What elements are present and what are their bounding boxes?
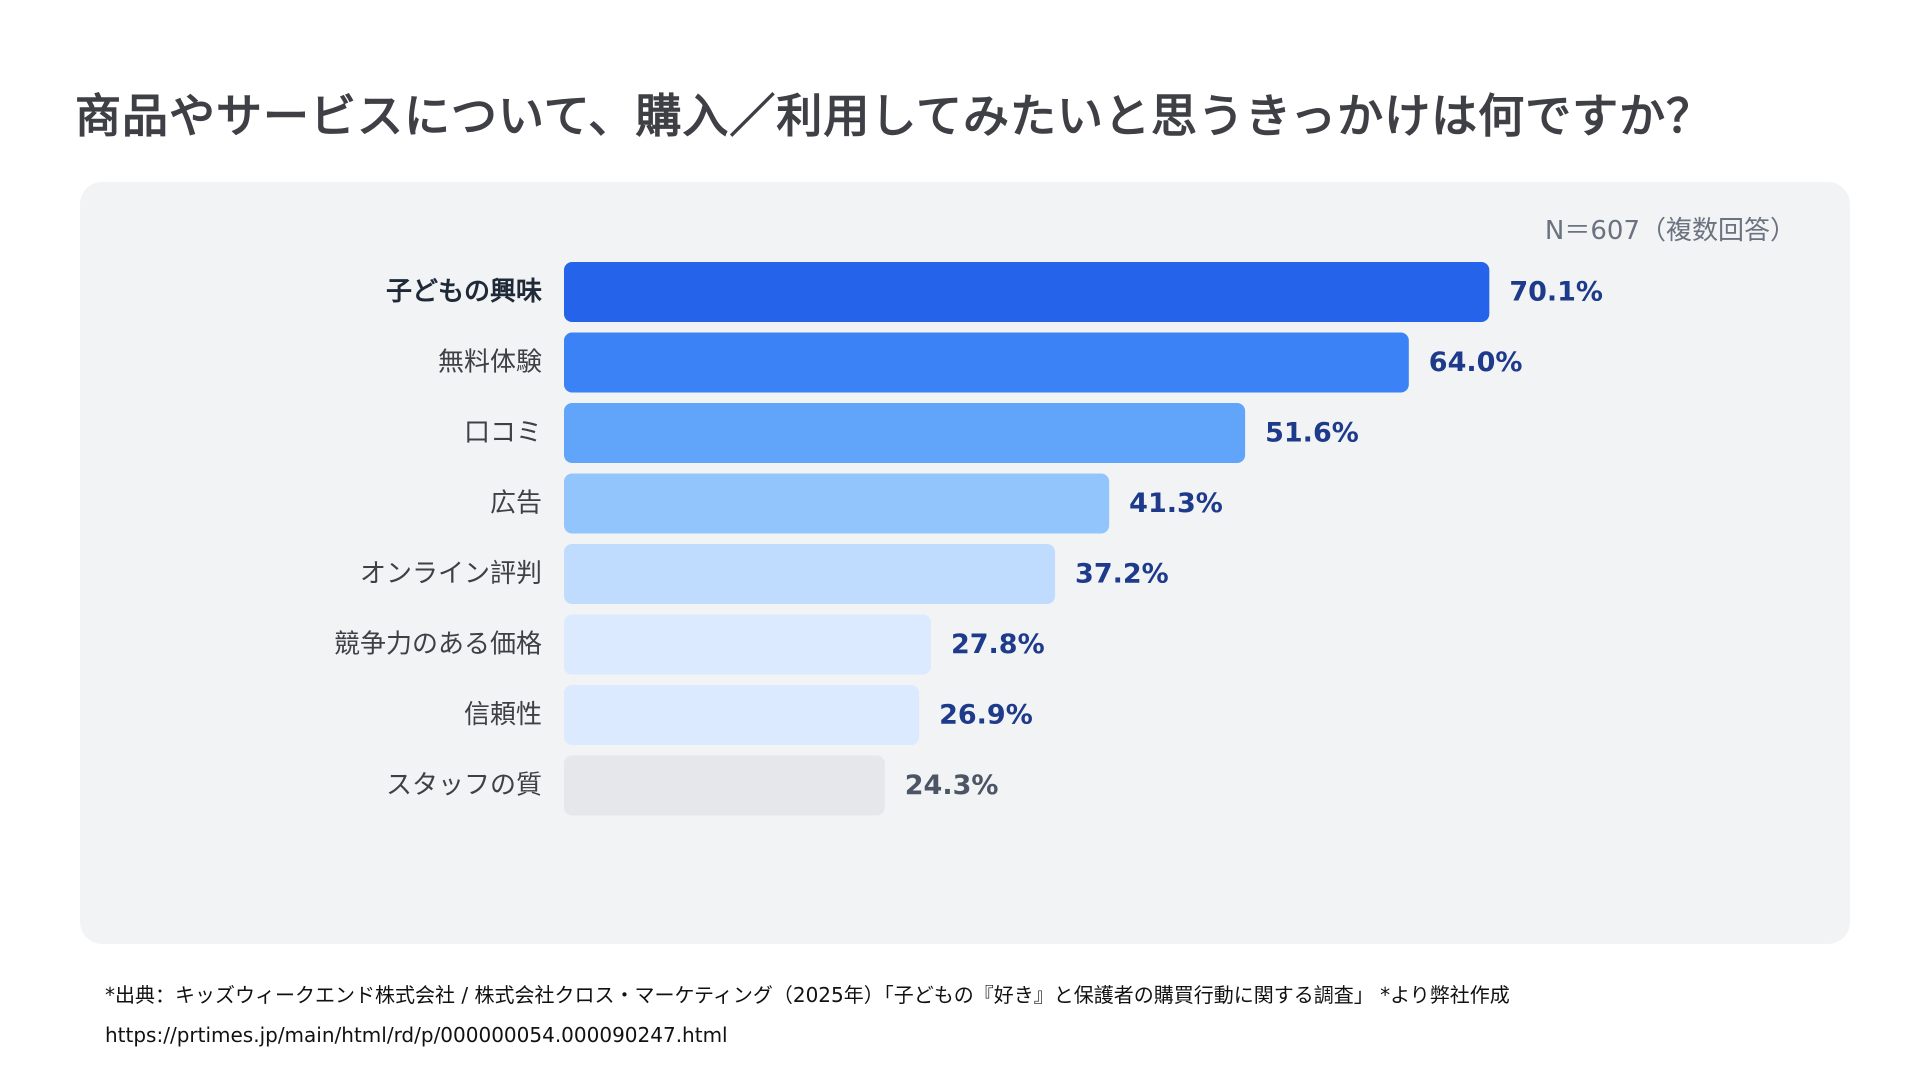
source-citation: *出典：キッズウィークエンド株式会社 / 株式会社クロス・マーケティング（202…	[105, 983, 1510, 1007]
bar-5	[564, 614, 931, 675]
bar-4	[564, 544, 1056, 604]
category-label-3: 広告	[490, 489, 542, 519]
value-label-3: 41.3%	[1129, 488, 1223, 519]
bar-2	[564, 403, 1246, 463]
bar-7	[564, 755, 885, 816]
value-label-2: 51.6%	[1265, 418, 1359, 449]
category-label-0: 子どもの興味	[386, 277, 542, 307]
bar-0	[564, 262, 1490, 322]
footer: *出典：キッズウィークエンド株式会社 / 株式会社クロス・マーケティング（202…	[105, 975, 1510, 1055]
category-label-5: 競争力のある価格	[334, 630, 542, 660]
value-label-5: 27.8%	[951, 629, 1045, 660]
value-label-6: 26.9%	[939, 700, 1033, 731]
category-label-6: 信頼性	[464, 700, 542, 730]
value-label-1: 64.0%	[1429, 347, 1523, 378]
sample-size-note: N＝607（複数回答）	[1544, 216, 1796, 246]
category-label-4: オンライン評判	[360, 559, 542, 589]
value-label-0: 70.1%	[1509, 277, 1603, 308]
chart-card: N＝607（複数回答） 子どもの興味 70.1% 無料体験 64.0% 口コミ 51.6%…	[80, 182, 1850, 944]
bar-1	[564, 332, 1409, 393]
category-label-1: 無料体験	[438, 348, 542, 378]
category-label-2: 口コミ	[464, 418, 542, 448]
source-url: https://prtimes.jp/main/html/rd/p/000000…	[105, 1023, 728, 1047]
value-label-4: 37.2%	[1075, 559, 1169, 590]
chart-title: 商品やサービスについて、購入／利用してみたいと思うきっかけは何ですか？	[75, 89, 1714, 143]
value-label-7: 24.3%	[905, 770, 999, 801]
bar-3	[564, 473, 1110, 534]
bar-chart: 子どもの興味 70.1% 無料体験 64.0% 口コミ 51.6% 広告 41.3% オンライン…	[334, 262, 1603, 816]
category-label-7: スタッフの質	[386, 771, 542, 801]
bar-6	[564, 685, 920, 745]
